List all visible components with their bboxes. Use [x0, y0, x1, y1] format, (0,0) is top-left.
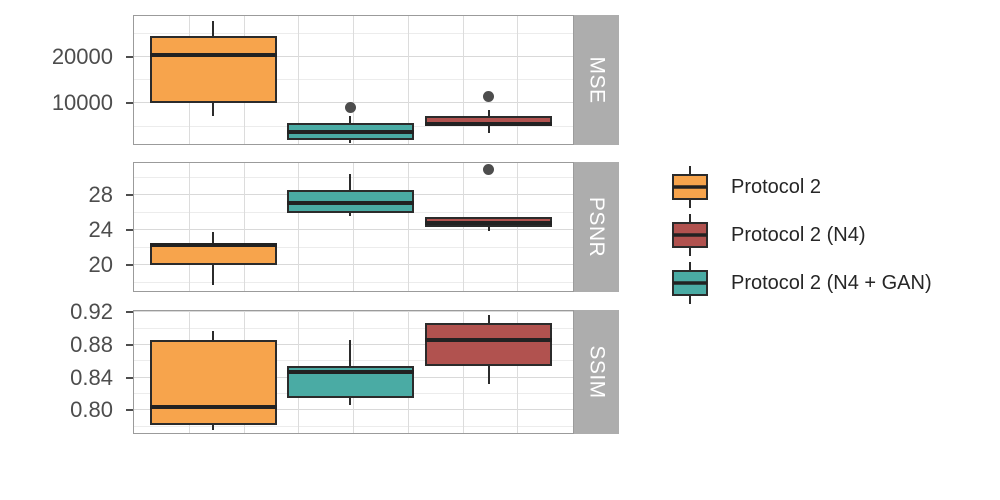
- whisker-upper: [212, 330, 215, 340]
- gridline-vertical: [517, 163, 519, 291]
- y-tick-mark: [126, 229, 133, 232]
- gridline-vertical: [517, 311, 519, 433]
- whisker-upper: [212, 232, 215, 244]
- whisker-lower: [349, 140, 352, 143]
- facet-strip-label: MSE: [585, 56, 609, 104]
- y-tick-mark: [126, 264, 133, 267]
- whisker-lower: [212, 425, 215, 431]
- gridline-vertical: [353, 163, 354, 291]
- whisker-lower: [487, 365, 490, 384]
- gridline-vertical: [188, 163, 190, 291]
- median-line: [425, 122, 553, 127]
- y-tick-label: 0.92: [70, 299, 113, 325]
- panel-psnr: [133, 162, 574, 292]
- median-line: [287, 370, 414, 375]
- median-line: [287, 201, 414, 206]
- gridline-vertical: [298, 163, 300, 291]
- y-tick-label: 0.80: [70, 397, 113, 423]
- gridline-vertical: [353, 16, 354, 144]
- whisker-upper: [487, 315, 490, 324]
- outlier-point: [344, 102, 356, 114]
- y-tick-label: 28: [88, 182, 113, 208]
- whisker-upper: [349, 115, 352, 123]
- facet-strip-psnr: PSNR: [574, 162, 619, 292]
- box-protocol-2: [149, 36, 277, 103]
- box-protocol-2: [149, 339, 277, 426]
- whisker-upper: [212, 21, 215, 36]
- whisker-upper: [487, 109, 490, 116]
- y-tick-label: 24: [88, 217, 113, 243]
- facet-strip-ssim: SSIM: [574, 310, 619, 434]
- gridline-vertical: [407, 16, 409, 144]
- y-tick-mark: [126, 344, 133, 347]
- y-tick-label: 0.84: [70, 364, 113, 390]
- y-tick-label: 20: [88, 252, 113, 278]
- median-line: [425, 337, 553, 342]
- legend-entry-protocol-2: Protocol 2: [671, 163, 932, 211]
- facet-strip-label: SSIM: [585, 345, 609, 399]
- facet-strip-mse: MSE: [574, 15, 619, 145]
- legend-entry-protocol-2-n4: Protocol 2 (N4): [671, 211, 932, 259]
- legend-label: Protocol 2 (N4 + GAN): [731, 271, 932, 294]
- outlier-point: [483, 163, 495, 175]
- gridline-vertical: [517, 16, 519, 144]
- boxplot-key-icon: [672, 262, 708, 304]
- boxplot-key-icon: [672, 214, 708, 256]
- median-line: [287, 130, 414, 135]
- whisker-upper: [349, 173, 352, 191]
- gridline-vertical: [462, 16, 464, 144]
- gridline-vertical: [462, 163, 464, 291]
- whisker-lower: [487, 226, 490, 232]
- y-tick-mark: [126, 194, 133, 197]
- panel-ssim: [133, 310, 574, 434]
- legend-label: Protocol 2: [731, 175, 822, 198]
- whisker-lower: [349, 212, 352, 216]
- y-tick-mark: [126, 376, 133, 379]
- outlier-point: [483, 90, 495, 102]
- y-tick-label: 10000: [51, 90, 113, 116]
- whisker-lower: [487, 126, 490, 134]
- y-tick-mark: [126, 311, 133, 314]
- facet-strip-label: PSNR: [585, 196, 609, 258]
- legend-entry-protocol-2-n4-gan: Protocol 2 (N4 + GAN): [671, 259, 932, 307]
- median-line: [425, 220, 553, 225]
- median-line: [149, 243, 277, 248]
- gridline-vertical: [462, 311, 464, 433]
- gridline-vertical: [298, 16, 300, 144]
- y-tick-label: 20000: [51, 43, 113, 69]
- median-line: [149, 52, 277, 57]
- gridline-vertical: [407, 163, 409, 291]
- whisker-lower: [349, 398, 352, 405]
- legend: Protocol 2 Protocol 2 (N4) Protocol 2 (N…: [671, 163, 932, 307]
- y-tick-label: 0.88: [70, 332, 113, 358]
- whisker-lower: [212, 102, 215, 117]
- panel-mse: [133, 15, 574, 145]
- whisker-upper: [349, 339, 352, 366]
- y-tick-mark: [126, 102, 133, 105]
- whisker-lower: [212, 265, 215, 285]
- median-line: [149, 405, 277, 410]
- box-protocol-2-n4-: [425, 323, 553, 366]
- y-tick-mark: [126, 55, 133, 58]
- y-tick-mark: [126, 409, 133, 412]
- legend-label: Protocol 2 (N4): [731, 223, 866, 246]
- boxplot-key-icon: [672, 166, 708, 208]
- gridline-vertical: [243, 163, 245, 291]
